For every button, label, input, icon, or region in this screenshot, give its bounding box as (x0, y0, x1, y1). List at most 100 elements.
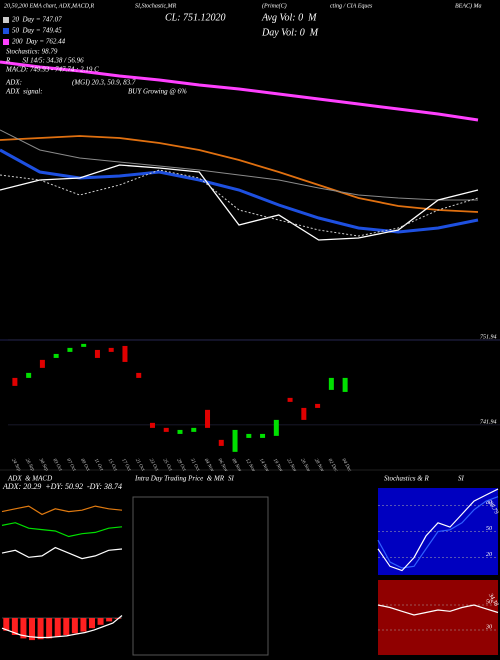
x-tick-label: 22 Nov (285, 458, 297, 474)
x-tick-label: 23 Oct (148, 458, 159, 473)
series-line (377, 604, 499, 616)
bar (97, 618, 104, 625)
bar (71, 618, 78, 634)
bar (20, 618, 27, 639)
candle-body (191, 427, 197, 432)
candle-body (67, 347, 73, 352)
annotation: (MGI) 20.3, 50.9, 83.7 (72, 79, 136, 87)
x-tick-label: 06 Nov (217, 458, 229, 474)
annotation: MACD: 749.93 - 747.74 : 2.19 C (5, 66, 99, 74)
panel-frame (132, 496, 269, 656)
candle-body (205, 409, 211, 428)
annotation: BUY Growing @ 6% (128, 88, 187, 96)
annotation: BEAC) Ma (455, 2, 482, 9)
panel-title: ADX & MACD (7, 475, 52, 483)
x-tick-label: 19 Nov (272, 458, 284, 474)
candle-body (301, 407, 307, 420)
y-tick-label: 80 (486, 500, 492, 506)
legend-label: 50 Day = 749.45 (12, 27, 62, 35)
series-line (1, 546, 123, 560)
annotation: 98.79 (487, 501, 499, 516)
bar (63, 618, 70, 635)
annotation: cting / CIA Eques (330, 3, 373, 9)
series-line (1, 505, 123, 516)
candle-body (273, 419, 279, 436)
x-tick-label: 26 Nov (299, 458, 311, 474)
candle-body (122, 345, 128, 362)
legend-swatch (3, 17, 9, 23)
candle-body (218, 439, 224, 446)
x-tick-label: 02 Dec (327, 458, 339, 474)
x-tick-label: 29 Oct (175, 458, 186, 473)
y-tick-label: 20 (486, 552, 492, 558)
y-tick-label: 50 (486, 526, 492, 532)
candle-body (136, 372, 142, 378)
candle-body (12, 377, 18, 386)
legend-label: 200 Day = 762.44 (12, 38, 66, 46)
x-tick-label: 28 Nov (313, 458, 325, 474)
series-line (0, 60, 479, 122)
y-tick-label: 741.94 (480, 418, 497, 425)
annotation: Stochastics: 98.79 (6, 48, 58, 56)
annotation: 20,50,200 EMA chart, ADX,MACD,R (4, 3, 94, 9)
bar (54, 618, 61, 637)
x-tick-label: 08 Nov (230, 458, 242, 474)
candle-body (81, 343, 87, 347)
bar (29, 618, 35, 641)
series-line (0, 129, 478, 201)
candle-body (287, 397, 293, 402)
x-tick-label: 09 Oct (79, 458, 90, 473)
candle-body (342, 377, 348, 392)
x-tick-label: 25 Oct (162, 458, 173, 473)
candle-body (246, 433, 252, 438)
x-tick-label: 30 Sep (38, 458, 49, 473)
series-line (0, 164, 479, 241)
bar (80, 618, 87, 632)
panel-title: Stochastics & R (384, 475, 429, 483)
candle-body (163, 427, 169, 432)
series-line (0, 148, 479, 234)
x-tick-label: 11 Oct (93, 458, 104, 472)
x-tick-label: 14 Nov (258, 458, 270, 474)
bar (89, 618, 95, 629)
candle-body (39, 359, 45, 368)
annotation: CL: 751.12020 (165, 12, 226, 23)
x-tick-label: 07 Oct (65, 458, 76, 473)
panel-title: Intra Day Trading Price & MR (134, 475, 225, 483)
series-line (0, 169, 479, 237)
bar (11, 618, 18, 635)
legend-swatch (3, 39, 9, 45)
series-line (1, 522, 123, 538)
x-tick-label: 03 Oct (51, 458, 62, 473)
x-tick-label: 21 Oct (134, 458, 145, 473)
candle-body (315, 403, 321, 408)
x-tick-label: 04 Nov (203, 458, 215, 474)
panel-subtitle: ADX: 20.29 +DY: 50.92 -DY: 38.74 (2, 482, 122, 491)
bar (3, 618, 10, 631)
bar (37, 618, 44, 640)
candle-body (260, 433, 266, 438)
x-tick-label: 31 Oct (189, 458, 200, 473)
candle-body (328, 377, 334, 390)
candle-body (26, 372, 32, 378)
candle-body (149, 422, 155, 428)
annotation: SI,Stochastic,MR (135, 3, 177, 9)
y-tick-label: 751.94 (480, 333, 497, 340)
annotation: R SI 14/5: 34.38 / 56.96 (5, 57, 84, 65)
candle-body (108, 347, 114, 352)
panel-background (378, 580, 498, 655)
candle-body (94, 349, 100, 358)
legend-label: 20 Day = 747.07 (12, 16, 62, 24)
annotation: (Prime(C) (262, 2, 287, 9)
series-line (1, 615, 123, 639)
bar (106, 618, 113, 622)
candle-body (232, 429, 238, 452)
annotation: ADX: (5, 79, 22, 87)
y-tick-label: 50 (486, 599, 492, 605)
candle-body (53, 353, 59, 358)
panel-title: SI (458, 475, 465, 483)
x-tick-label: 26 Sep (24, 458, 35, 473)
x-tick-label: 04 Dec (340, 458, 352, 474)
series-line (377, 488, 499, 572)
